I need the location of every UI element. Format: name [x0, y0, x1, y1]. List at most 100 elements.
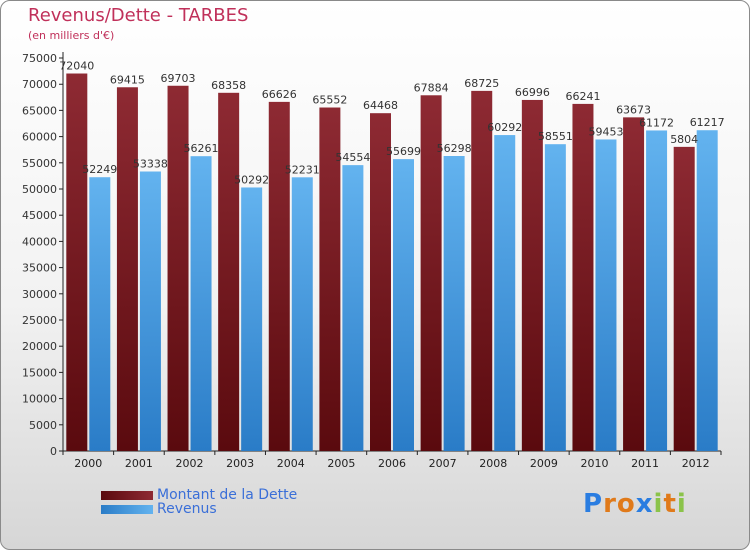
x-tick-label: 2004	[277, 457, 305, 470]
y-tick-label: 35000	[22, 262, 57, 275]
y-tick-label: 30000	[22, 288, 57, 301]
legend-swatch-debt	[101, 490, 153, 500]
data-label-revenus: 50292	[234, 173, 269, 186]
bar-revenus	[494, 135, 516, 451]
bar-revenus	[190, 156, 212, 451]
bar-revenus	[393, 159, 414, 451]
bar-revenus	[443, 155, 465, 451]
y-tick-label: 50000	[22, 183, 57, 196]
data-label-debt: 64468	[363, 99, 398, 112]
y-tick-label: 15000	[22, 366, 57, 379]
data-label-debt: 66626	[262, 88, 297, 101]
bar-revenus	[342, 165, 364, 452]
chart-subtitle: (en milliers d'€)	[28, 29, 115, 42]
bar-revenus	[544, 144, 566, 452]
bar-debt	[66, 73, 88, 451]
y-tick-label: 55000	[22, 157, 57, 170]
logo-letter: o	[616, 489, 636, 519]
y-tick-label: 10000	[22, 393, 57, 406]
bar-debt	[268, 101, 290, 451]
x-tick-label: 2003	[226, 457, 254, 470]
bar-revenus	[139, 171, 161, 451]
data-label-debt: 68725	[464, 77, 499, 90]
bar-debt	[319, 107, 341, 452]
data-label-debt: 69415	[110, 73, 145, 86]
y-tick-label: 40000	[22, 235, 57, 248]
data-label-revenus: 52249	[82, 163, 117, 176]
bar-debt	[370, 113, 391, 451]
data-label-revenus: 53338	[133, 158, 168, 171]
bar-debt	[420, 95, 442, 451]
x-tick-label: 2006	[378, 457, 406, 470]
data-label-revenus: 52231	[285, 163, 320, 176]
bar-revenus	[595, 139, 617, 451]
logo-letter: i	[676, 489, 687, 519]
bar-debt	[167, 85, 189, 451]
data-label-debt: 68358	[211, 79, 246, 92]
logo-letter: x	[635, 489, 654, 519]
legend-item-debt: Montant de la Dette	[101, 487, 297, 503]
data-labels: 72040 52249 69415 53338 69703 56261 68358 50292…	[59, 60, 724, 187]
bar-revenus	[291, 177, 313, 451]
bar-debt	[673, 146, 695, 451]
x-tick-label: 2011	[631, 457, 659, 470]
data-label-revenus: 56261	[184, 142, 219, 155]
y-tick-label: 75000	[22, 52, 57, 65]
data-label-revenus: 56298	[437, 142, 472, 155]
bar-debt	[218, 92, 240, 451]
y-tick-label: 70000	[22, 78, 57, 91]
x-tick-label: 2000	[74, 457, 102, 470]
y-tick-label: 65000	[22, 104, 57, 117]
x-tick-label: 2001	[125, 457, 153, 470]
legend-label-revenus: Revenus	[157, 501, 217, 517]
logo-letter: P	[583, 489, 604, 519]
y-tick-label: 60000	[22, 131, 57, 144]
bar-debt	[116, 87, 138, 451]
y-tick-label: 0	[50, 445, 57, 458]
data-label-debt: 66996	[515, 86, 550, 99]
bars	[66, 73, 718, 452]
data-label-debt: 72040	[59, 60, 94, 73]
y-tick-label: 25000	[22, 314, 57, 327]
data-label-revenus: 60292	[487, 121, 522, 134]
y-tick-label: 20000	[22, 340, 57, 353]
x-tick-label: 2002	[176, 457, 204, 470]
data-label-debt: 69703	[161, 72, 196, 85]
bar-debt	[471, 90, 493, 452]
y-tick-label: 5000	[29, 419, 57, 432]
legend-swatch-revenus	[101, 504, 153, 514]
x-tick-label: 2007	[429, 457, 457, 470]
data-label-debt: 65552	[312, 94, 347, 107]
x-tick-label: 2012	[682, 457, 710, 470]
data-label-revenus: 61217	[690, 116, 725, 129]
legend-label-debt: Montant de la Dette	[157, 487, 298, 503]
data-label-debt: 63673	[616, 103, 651, 116]
data-label-revenus: 55699	[386, 145, 421, 158]
bar-debt	[521, 99, 543, 451]
bar-revenus	[241, 187, 263, 452]
data-label-revenus: 54554	[335, 151, 370, 164]
brand-logo: Proxiti	[583, 489, 687, 519]
x-tick-label: 2008	[479, 457, 507, 470]
bar-revenus	[89, 177, 111, 451]
bar-debt	[623, 117, 645, 451]
legend-item-revenus: Revenus	[101, 501, 217, 517]
x-tick-label: 2005	[327, 457, 355, 470]
logo-letter: r	[603, 489, 617, 519]
data-label-debt: 67884	[414, 81, 449, 94]
y-tick-label: 45000	[22, 209, 57, 222]
chart-title: Revenus/Dette - TARBES	[28, 5, 249, 26]
data-label-debt: 66241	[565, 90, 600, 103]
bar-debt	[572, 103, 594, 452]
data-label-revenus: 59453	[588, 125, 623, 138]
bar-revenus	[646, 130, 668, 451]
x-tick-label: 2010	[580, 457, 608, 470]
data-label-revenus: 58551	[538, 130, 573, 143]
logo-letter: t	[663, 489, 677, 519]
x-tick-label: 2009	[530, 457, 558, 470]
logo-letter: i	[653, 489, 664, 519]
data-label-revenus: 61172	[639, 116, 674, 129]
bar-revenus	[696, 130, 718, 452]
